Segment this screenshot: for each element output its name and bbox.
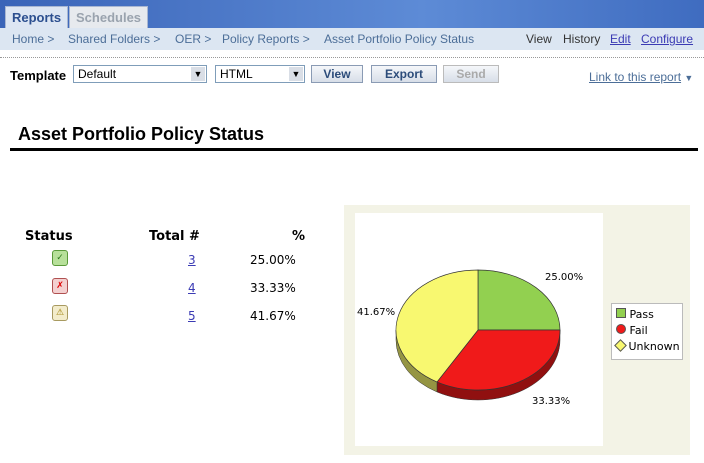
divider	[0, 57, 704, 58]
total-link-pass[interactable]: 3	[188, 253, 196, 267]
crumb-oer[interactable]: OER >	[175, 32, 212, 46]
diamond-icon	[614, 339, 627, 352]
tab-schedules[interactable]: Schedules	[69, 6, 149, 29]
title-rule	[10, 148, 698, 151]
pie-slice-pass	[477, 269, 561, 331]
fail-icon: ✗	[52, 278, 68, 294]
tab-reports[interactable]: Reports	[5, 6, 69, 29]
link-text[interactable]: Link to this report	[589, 70, 682, 84]
send-button[interactable]: Send	[443, 65, 499, 83]
crumb-shared-folders[interactable]: Shared Folders >	[68, 32, 161, 46]
pct-pass: 25.00%	[250, 253, 296, 267]
page-title: Asset Portfolio Policy Status	[18, 124, 265, 144]
chart-legend: Pass Fail Unknown	[611, 303, 683, 360]
configure-link[interactable]: Configure	[641, 32, 694, 46]
view-action[interactable]: View	[526, 32, 552, 46]
pie-slice-fail	[436, 329, 561, 391]
header-percent: %	[292, 229, 306, 244]
export-button[interactable]: Export	[371, 65, 437, 83]
dropdown-arrow-icon: ▼	[684, 73, 694, 83]
total-link-fail[interactable]: 4	[188, 281, 196, 295]
header-status: Status	[25, 229, 73, 244]
pie-slice-unknown	[395, 269, 479, 383]
chevron-down-icon: ▼	[289, 67, 303, 81]
breadcrumb: Home > Shared Folders > OER > Policy Rep…	[0, 28, 704, 50]
header-total: Total #	[149, 229, 200, 244]
crumb-policy-reports[interactable]: Policy Reports >	[222, 32, 310, 46]
crumb-home[interactable]: Home >	[12, 32, 55, 46]
legend-pass-label: Pass	[629, 308, 654, 321]
pct-unknown: 41.67%	[250, 309, 296, 323]
history-action[interactable]: History	[563, 32, 601, 46]
legend-fail-label: Fail	[629, 324, 648, 337]
template-select[interactable]: Default ▼	[73, 65, 207, 83]
header-bar: Reports Schedules	[0, 0, 704, 29]
legend-unknown-label: Unknown	[628, 340, 680, 353]
edit-link[interactable]: Edit	[610, 32, 631, 46]
template-value: Default	[78, 67, 117, 81]
circle-icon	[616, 324, 626, 334]
crumb-current: Asset Portfolio Policy Status	[324, 32, 475, 46]
label-pass: 25.00%	[545, 272, 584, 283]
pie-chart	[395, 269, 561, 401]
format-value: HTML	[220, 67, 253, 81]
pass-icon: ✓	[52, 250, 68, 266]
view-button[interactable]: View	[311, 65, 363, 83]
chevron-down-icon: ▼	[191, 67, 205, 81]
pct-fail: 33.33%	[250, 281, 296, 295]
link-to-report[interactable]: Link to this report ▼	[589, 70, 693, 84]
legend-unknown: Unknown	[614, 339, 680, 354]
label-fail: 33.33%	[532, 396, 571, 407]
template-label: Template	[10, 68, 67, 83]
legend-fail: Fail	[616, 324, 648, 338]
legend-pass: Pass	[616, 308, 654, 322]
square-icon	[616, 308, 626, 318]
warning-icon: ⚠	[52, 305, 68, 321]
format-select[interactable]: HTML ▼	[215, 65, 305, 83]
chart-area	[355, 213, 603, 446]
label-unknown: 41.67%	[357, 307, 396, 318]
total-link-unknown[interactable]: 5	[188, 309, 196, 323]
